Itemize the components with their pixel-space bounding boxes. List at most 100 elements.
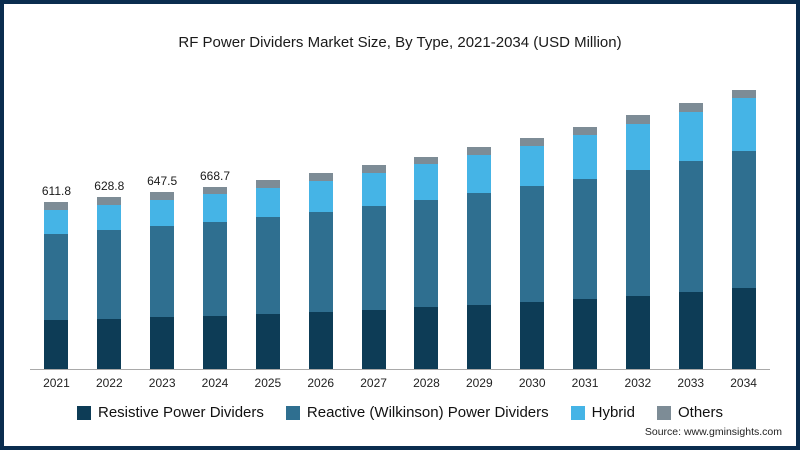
bar-segment-resistive [678,292,703,369]
stacked-bar [44,202,69,369]
bar-column: 611.8 [30,184,83,369]
chart-title: RF Power Dividers Market Size, By Type, … [178,34,622,51]
chart-wrap: 611.8 628.8 647.5 668.7 2021 2022 2023 2024 202… [30,69,770,421]
legend: Resistive Power Dividers Reactive (Wilkin… [30,404,770,421]
bar-segment-hybrid [731,98,756,152]
bar-column [241,180,294,369]
x-tick-label: 2028 [413,376,440,390]
stacked-bar [678,103,703,369]
bar-segment-hybrid [44,210,69,234]
bar-segment-hybrid [203,194,227,222]
bar-segment-reactive [414,199,439,308]
bar-total-label: 628.8 [94,179,125,194]
bar-column [717,89,770,369]
legend-label: Hybrid [591,404,635,421]
stacked-bar [467,147,492,369]
x-tick-label: 2024 [201,376,229,390]
bar-segment-resistive [520,301,545,369]
legend-swatch-icon [656,405,671,420]
stacked-bar [625,115,650,369]
x-tick-label: 2033 [677,376,705,390]
stacked-bar [203,186,227,369]
stacked-bar [255,180,280,369]
stacked-bar [414,156,439,369]
bar-segment-others [361,164,386,173]
x-tick-label: 2026 [307,376,335,390]
x-tick-label: 2027 [360,376,387,390]
bar-segment-others [573,127,598,136]
x-tick-label: 2030 [518,376,546,390]
x-tick-label: 2022 [95,376,123,390]
bar-segment-reactive [308,211,333,312]
x-tick-label: 2029 [465,376,493,390]
legend-label: Resistive Power Dividers [98,404,264,421]
legend-swatch-icon [570,405,585,420]
legend-item: Resistive Power Dividers [77,404,264,421]
bar-segment-resistive [467,304,492,369]
bar-segment-hybrid [573,135,598,179]
bar-segment-resistive [44,319,69,369]
x-tick-label: 2034 [730,376,757,390]
bar-segment-reactive [44,233,69,320]
legend-swatch-icon [77,405,91,420]
legend-item: Reactive (Wilkinson) Power Dividers [285,404,549,421]
bar-column: 668.7 [189,169,242,369]
bar-segment-reactive [467,193,492,305]
bar-segment-resistive [414,307,439,369]
legend-swatch-icon [285,405,300,420]
bar-column [664,103,717,369]
bar-segment-others [150,192,175,201]
bar-segment-reactive [625,170,650,296]
bar-segment-reactive [678,161,703,293]
bar-total-label: 668.7 [199,168,231,183]
bar-segment-others [203,186,227,195]
x-tick-label: 2023 [148,376,176,390]
bar-segment-others [308,172,333,181]
bar-segment-reactive [150,226,175,317]
bar-segment-hybrid [255,187,280,218]
bar-column: 628.8 [83,179,136,369]
bar-segment-others [678,103,703,112]
bar-segment-resistive [255,313,280,369]
bar-segment-reactive [520,186,545,302]
bar-segment-hybrid [97,205,122,231]
bar-segment-resistive [573,298,598,369]
bar-segment-reactive [573,178,598,299]
bar-column [294,172,347,369]
stacked-bar [150,192,175,369]
bar-segment-resistive [97,318,122,369]
stacked-bar [731,89,756,369]
bar-segment-others [731,89,756,99]
x-tick-label: 2021 [43,376,70,390]
x-tick-label: 2025 [254,376,282,390]
stacked-bar [97,197,122,369]
bar-segment-hybrid [467,155,492,194]
bar-segment-hybrid [678,111,703,162]
bar-segment-hybrid [308,180,333,212]
bar-segment-resistive [308,311,333,369]
bar-segment-reactive [731,151,756,289]
bar-segment-hybrid [361,172,386,207]
bar-segment-resistive [731,288,756,369]
bar-segment-others [520,137,545,146]
stacked-bar [573,127,598,369]
bar-column: 647.5 [136,174,189,369]
bar-segment-others [414,156,439,165]
bar-segment-resistive [361,309,386,369]
bar-total-label: 611.8 [41,184,71,199]
bar-segment-reactive [361,206,386,310]
bar-column [347,164,400,369]
legend-item: Hybrid [570,404,635,421]
bar-segment-hybrid [414,164,439,200]
bar-segment-resistive [625,295,650,369]
bar-segment-others [44,202,69,211]
bar-segment-hybrid [520,145,545,187]
bar-segment-hybrid [625,123,650,171]
legend-label: Reactive (Wilkinson) Power Dividers [306,404,549,421]
legend-label: Others [677,404,723,421]
bar-segment-reactive [97,230,122,319]
bar-segment-others [625,115,650,124]
bar-segment-others [97,197,122,206]
bar-segment-resistive [150,317,175,369]
source-attribution: Source: www.gminsights.com [644,426,782,438]
